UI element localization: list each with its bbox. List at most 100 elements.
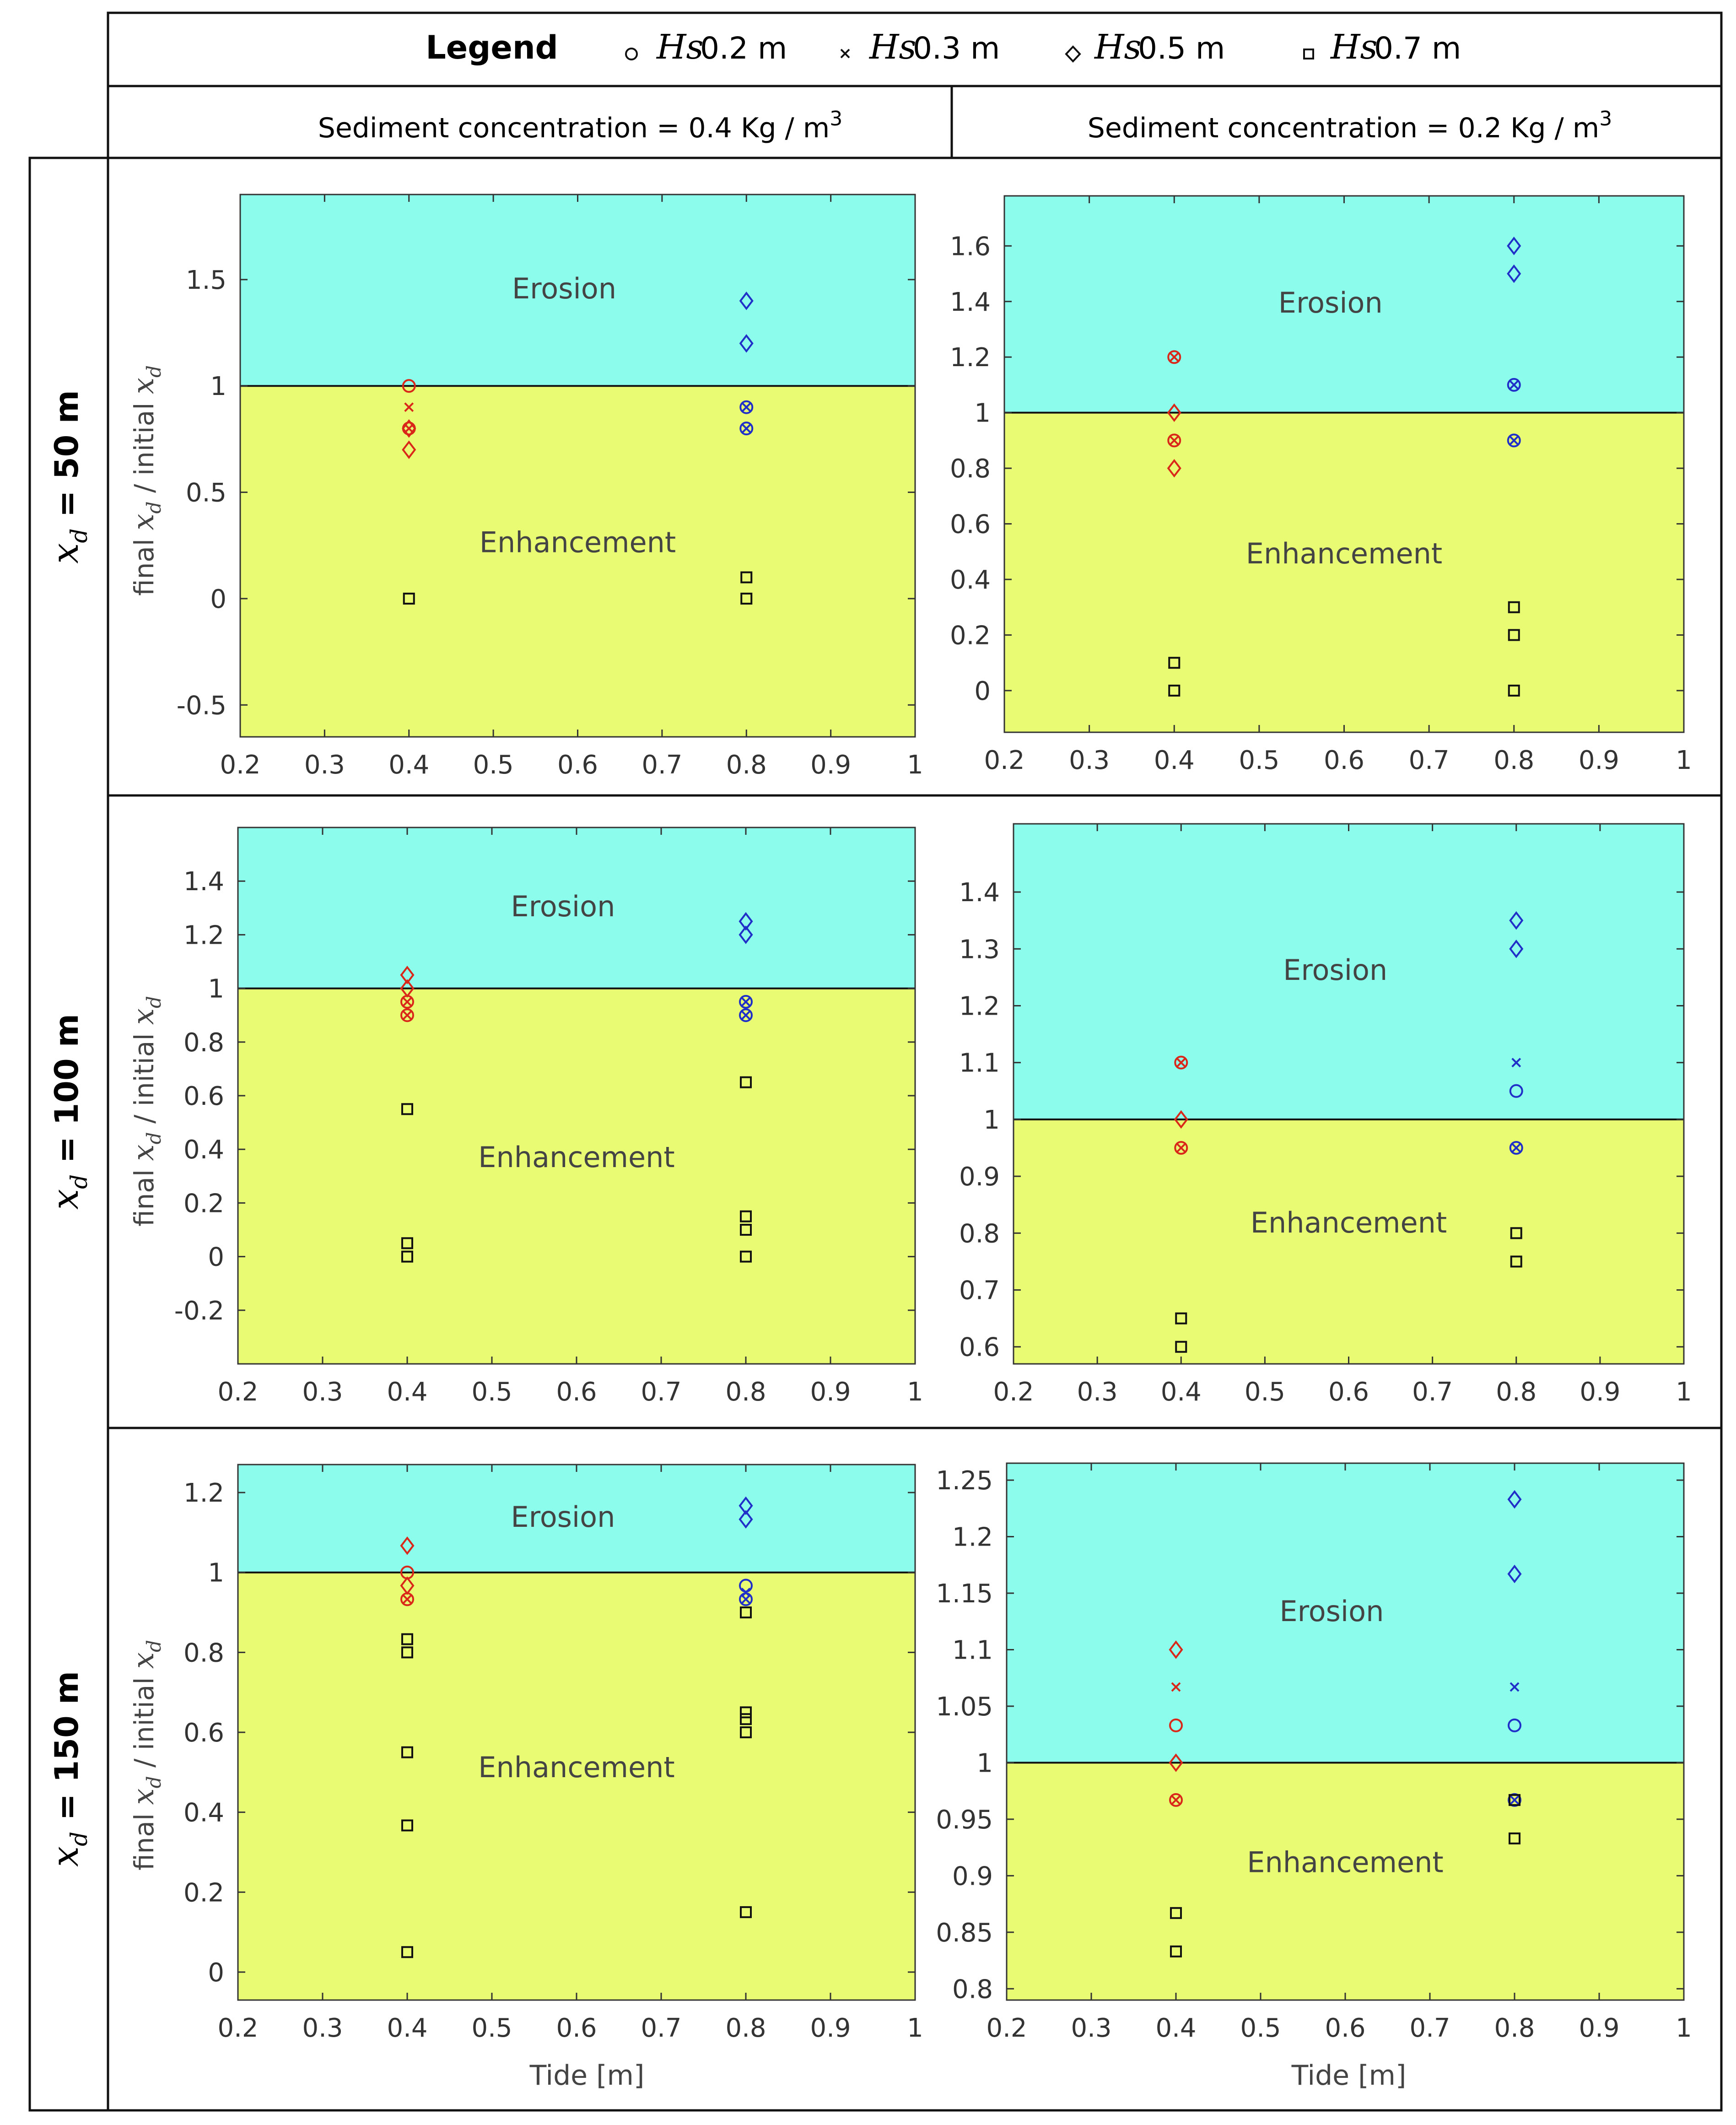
point-square [1168, 657, 1181, 669]
y-tick-label: 1.6 [950, 232, 991, 261]
point-square [1509, 1832, 1520, 1844]
y-tick-label: 0 [210, 584, 226, 614]
x-tick-label: 0.6 [556, 1377, 597, 1407]
y-tick-label: 1.1 [952, 1635, 993, 1665]
x-tick-label: 0.3 [302, 2013, 343, 2043]
y-tick-label: 1.1 [959, 1049, 1000, 1078]
x-axis-label-right: Tide [m] [1291, 2060, 1407, 2092]
point-x [1169, 352, 1179, 362]
point-x [1171, 1682, 1181, 1692]
legend-x-icon [840, 49, 850, 59]
erosion-region [1014, 824, 1684, 1119]
x-tick-label: 0.7 [1412, 1377, 1453, 1407]
point-square [1175, 1341, 1187, 1353]
ylabel-prefix: final [129, 530, 160, 595]
y-tick-label: 1.2 [952, 1523, 993, 1552]
point-x [1510, 1795, 1520, 1805]
erosion-region [1007, 1463, 1684, 1763]
point-x [1511, 1143, 1521, 1153]
legend-item-var: Hs [1330, 27, 1378, 67]
y-tick-label: 0.8 [952, 1974, 993, 2004]
x-tick-label: 0.2 [984, 746, 1024, 775]
x-tick-label: 0.4 [387, 1377, 427, 1407]
y-tick-label: 1.4 [959, 878, 1000, 908]
erosion-label: Erosion [512, 272, 616, 305]
point-x [1169, 435, 1179, 445]
x-tick-label: 0.7 [642, 750, 682, 780]
enhancement-label: Enhancement [480, 526, 676, 559]
ylabel-sub: d [143, 1132, 165, 1144]
enhancement-region [238, 1572, 915, 2000]
x-tick-label: 0.9 [810, 750, 851, 780]
ylabel-var2: x [127, 1652, 161, 1669]
point-square [740, 1250, 752, 1263]
point-square [1168, 684, 1181, 697]
point-circle [1507, 433, 1521, 448]
x-tick-label: 0.6 [556, 2013, 597, 2043]
erosion-region [1004, 196, 1684, 413]
point-circle [1508, 1718, 1521, 1732]
column-header-2: Sediment concentration = 0.2 Kg / m3 [1088, 107, 1612, 144]
x-tick-label: 0.4 [1155, 2013, 1196, 2043]
x-tick-label: 0.7 [1409, 746, 1450, 775]
column-header-2-text: Sediment concentration = 0.2 Kg / m [1088, 112, 1599, 144]
enhancement-region [1014, 1119, 1684, 1364]
ylabel-var: x [127, 1788, 161, 1805]
x-tick-label: 0.4 [1161, 1377, 1202, 1407]
y-tick-label: 0.5 [186, 478, 226, 508]
point-square [1509, 1794, 1520, 1806]
y-tick-label: 0.2 [183, 1189, 224, 1218]
point-square [1170, 1945, 1182, 1957]
point-square [401, 1746, 413, 1758]
ylabel-var: x [127, 1144, 161, 1161]
legend-item-hs-0-3: Hs 0.3 m [840, 27, 1000, 67]
x-tick-label: 0.7 [641, 2013, 681, 2043]
point-diamond [739, 925, 753, 944]
x-tick-label: 0.4 [388, 750, 429, 780]
y-tick-label: 1 [210, 372, 226, 401]
point-square [401, 1103, 413, 1115]
y-tick-label: 0.85 [936, 1918, 993, 1948]
erosion-label: Erosion [511, 890, 615, 923]
legend-item-var: Hs [656, 27, 704, 67]
point-circle [739, 1592, 753, 1606]
legend-circle-icon [625, 48, 638, 60]
point-diamond [1169, 1753, 1183, 1772]
point-square [740, 1713, 752, 1725]
x-tick-label: 0.3 [1071, 2013, 1111, 2043]
erosion-region [238, 827, 915, 989]
point-diamond [1509, 911, 1524, 930]
legend-diamond-icon [1065, 45, 1081, 63]
erosion-region [238, 1465, 915, 1573]
column-header-1-sup: 3 [830, 107, 842, 130]
point-square [740, 571, 753, 584]
point-square [401, 1946, 413, 1958]
row-label-1: xd = 50 m [44, 390, 92, 563]
point-square [401, 1633, 413, 1645]
y-axis-label-row-3: final xd / initial xd [127, 1640, 165, 1871]
point-diamond [1507, 1490, 1522, 1509]
enhancement-label: Enhancement [478, 1141, 674, 1174]
point-square [401, 1819, 413, 1832]
row-label-sub: d [66, 1832, 92, 1846]
x-tick-label: 0.6 [557, 750, 598, 780]
y-tick-label: 0.8 [183, 1028, 224, 1058]
x-tick-label: 0.8 [725, 2013, 766, 2043]
x-tick-label: 0.5 [471, 1377, 512, 1407]
point-circle [1167, 350, 1181, 364]
legend-item-value: 0.2 m [700, 31, 787, 66]
x-tick-label: 0.8 [726, 750, 767, 780]
column-header-1: Sediment concentration = 0.4 Kg / m3 [318, 107, 842, 144]
point-circle [739, 422, 754, 436]
point-x [1511, 1058, 1521, 1068]
legend-item-value: 0.5 m [1138, 31, 1225, 66]
plots-layer: 0.2 0.3 0.4 0.5 0.6 0.7 0.8 0.9 1 -0.5 0 0.5 1 1.5 Ero… [174, 194, 1692, 2043]
point-x [402, 1010, 412, 1020]
row-label-var: x [44, 1189, 86, 1210]
row-label-2: xd = 100 m [44, 1014, 92, 1210]
legend-item-var: Hs [1094, 27, 1142, 67]
row-label-sub: d [66, 528, 92, 543]
row-label-sub: d [66, 1174, 92, 1189]
point-x [741, 997, 751, 1007]
x-tick-label: 0.9 [1579, 746, 1619, 775]
